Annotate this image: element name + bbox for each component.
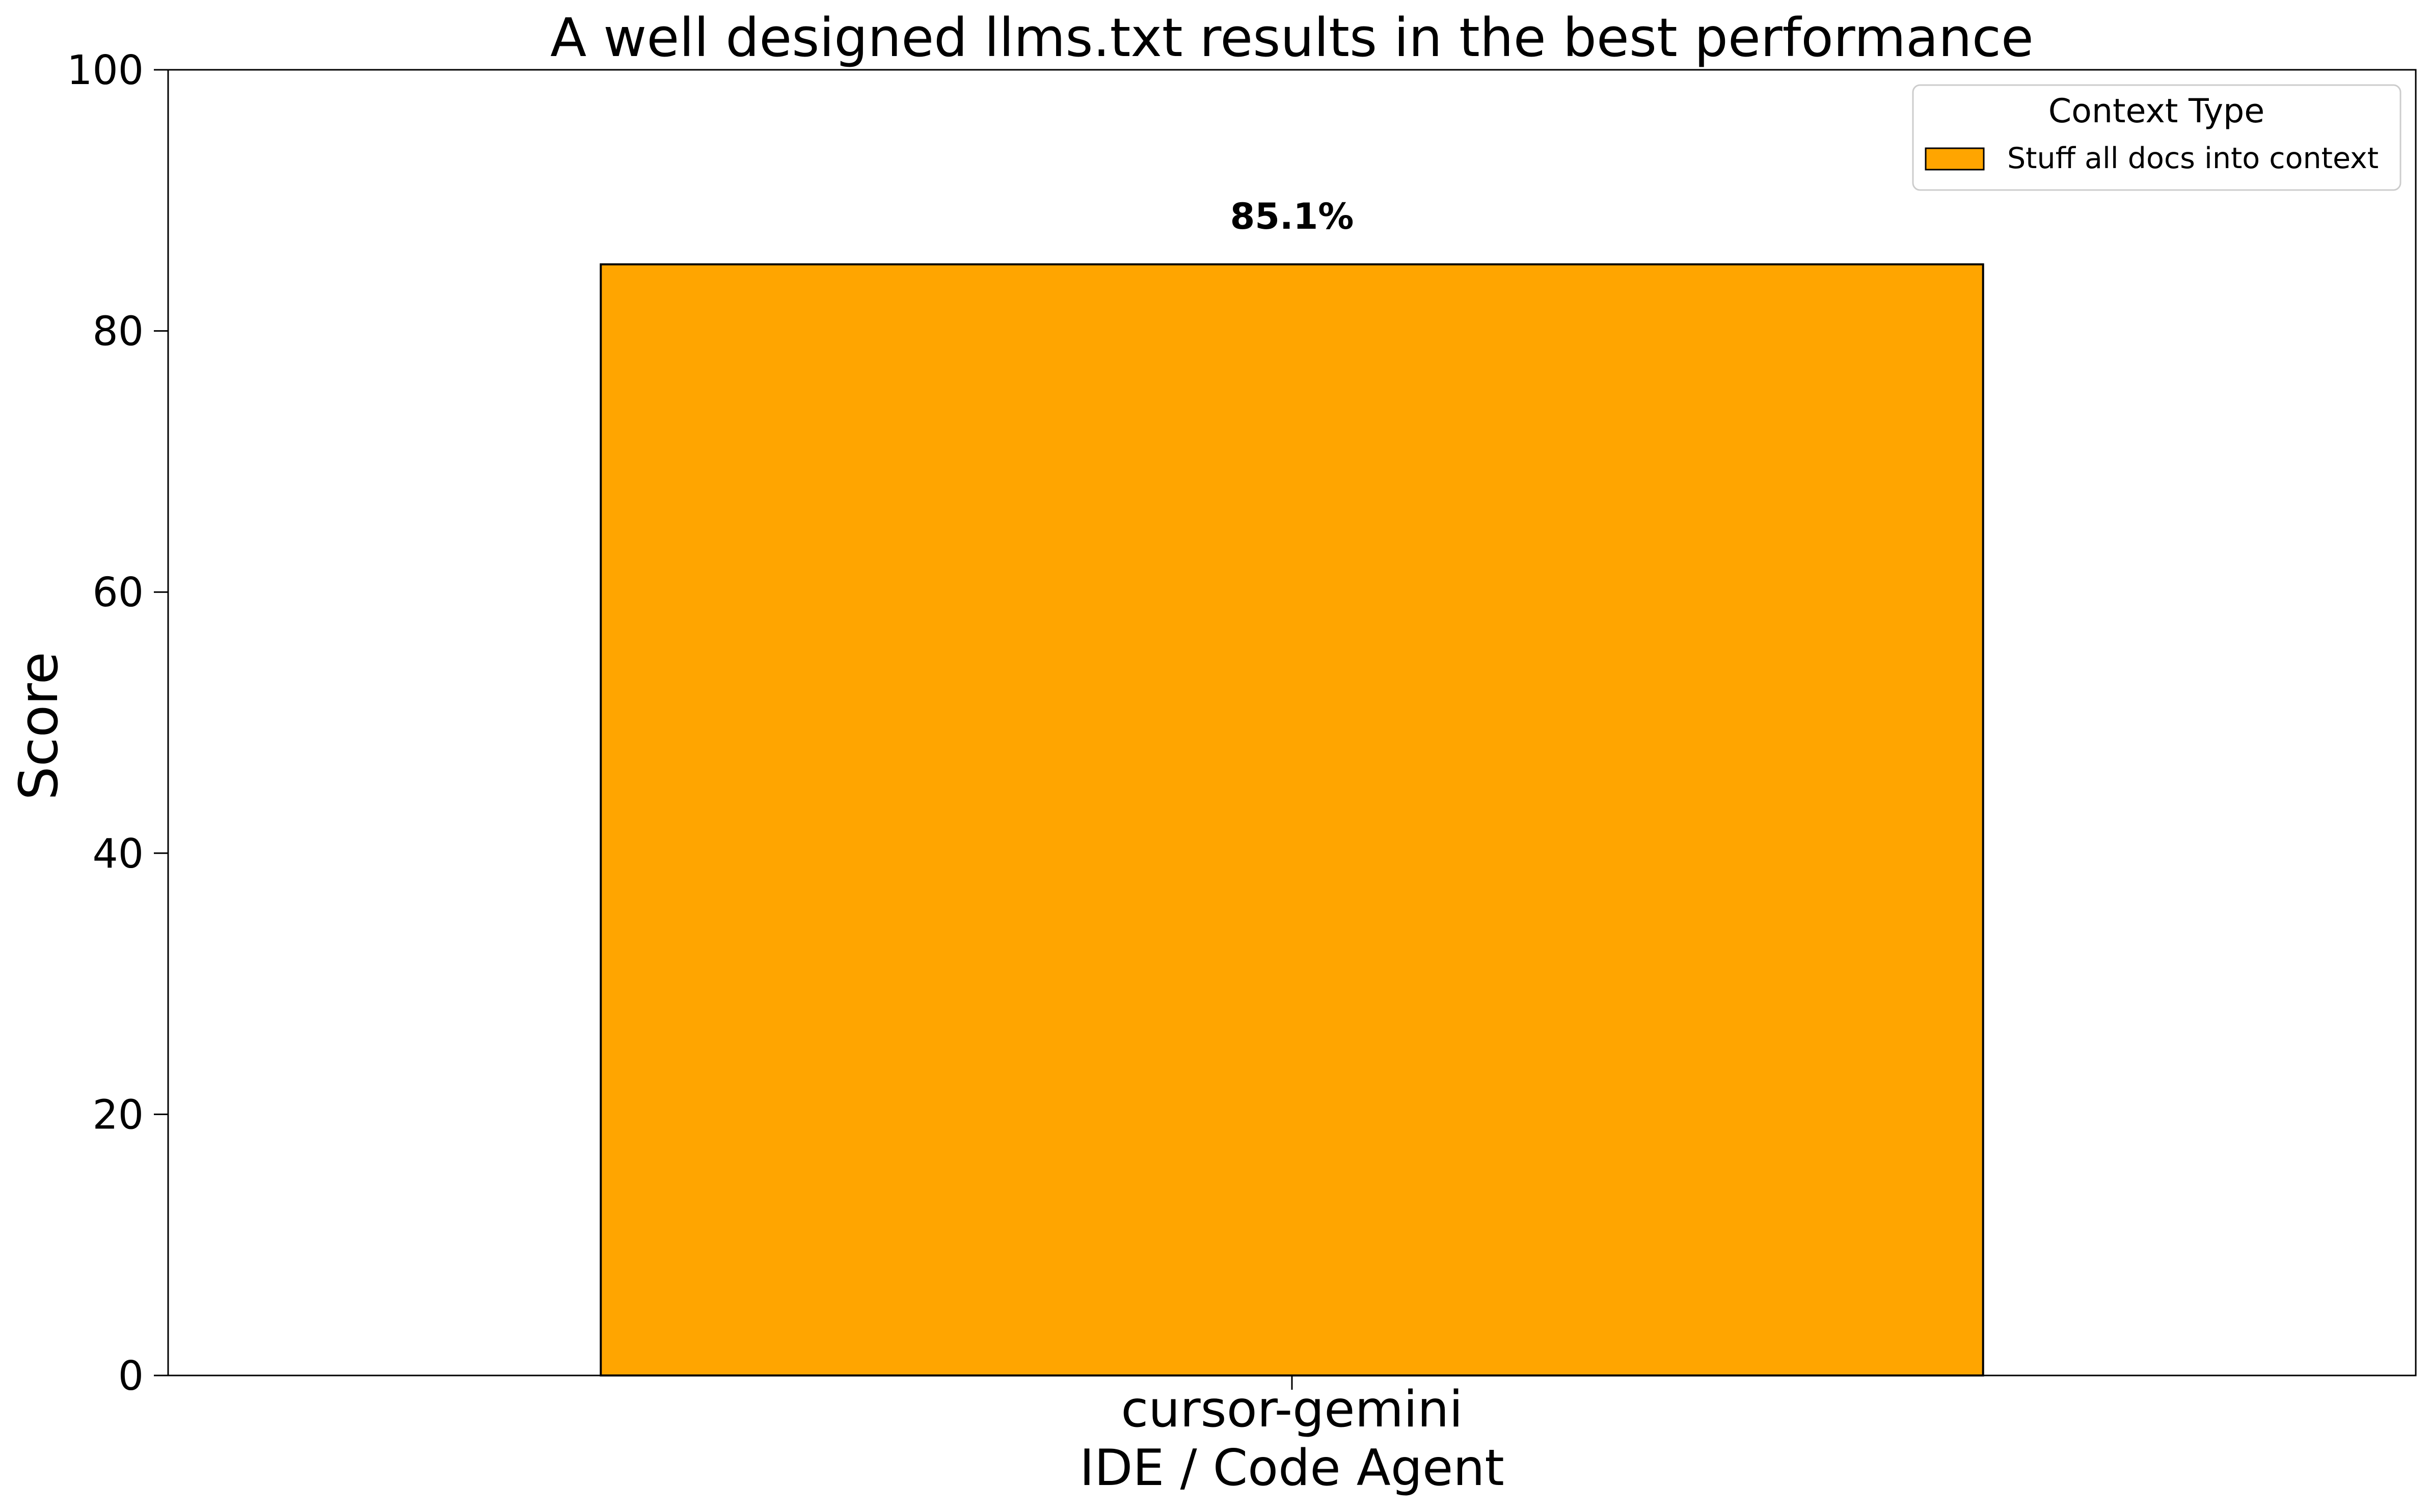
- bars: 85.1%: [600, 196, 1984, 1377]
- y-tick-label: 20: [92, 1091, 144, 1138]
- legend: Context Type Stuff all docs into context: [1912, 84, 2401, 191]
- x-tick-label: cursor-gemini: [1121, 1381, 1463, 1439]
- y-tick-label: 60: [92, 569, 144, 616]
- bar-value-label: 85.1%: [1230, 196, 1354, 237]
- bar: [600, 263, 1984, 1377]
- y-tick-label: 0: [118, 1353, 144, 1399]
- plot-frame: [167, 69, 2417, 1376]
- legend-box: [1912, 84, 2401, 191]
- legend-entry-label: Stuff all docs into context: [2007, 142, 2379, 175]
- legend-title: Context Type: [2048, 92, 2265, 130]
- chart-title: A well designed llms.txt results in the …: [550, 7, 2034, 69]
- y-tick-label: 100: [67, 47, 144, 94]
- y-axis-label: Score: [8, 652, 70, 800]
- legend-swatch: [1925, 147, 1985, 171]
- y-tick-label: 40: [92, 830, 144, 877]
- y-axis: 0 20 40 60 80 100: [67, 47, 168, 1399]
- x-tick-sublabel: IDE / Code Agent: [1079, 1439, 1504, 1497]
- y-tick-label: 80: [92, 308, 144, 355]
